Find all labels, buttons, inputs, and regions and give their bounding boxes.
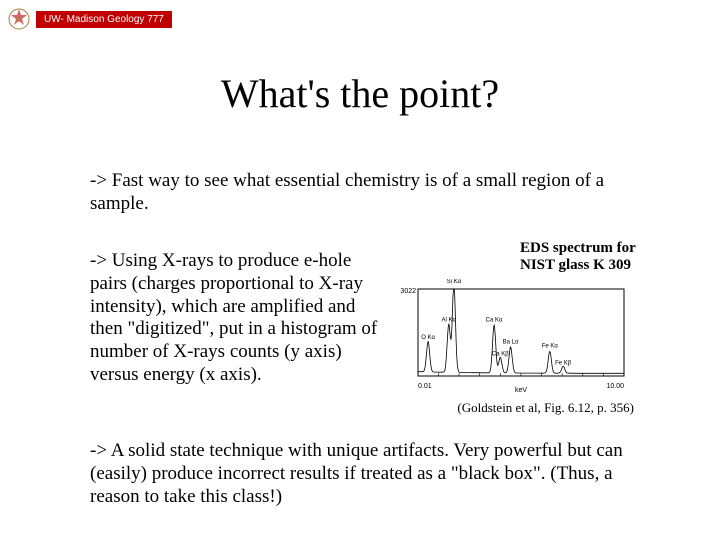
header-badge-text: UW- Madison Geology 777 [36,11,172,28]
header-badge: UW- Madison Geology 777 [6,6,172,32]
svg-text:Fe Kβ: Fe Kβ [555,360,572,366]
svg-text:Si Kα: Si Kα [447,279,462,285]
svg-text:Ca Kα: Ca Kα [486,317,503,323]
bullet-3: -> A solid state technique with unique a… [90,440,650,508]
figure-caption: EDS spectrum for NIST glass K 309 [400,240,640,275]
svg-text:10.00: 10.00 [606,383,624,390]
page-title: What's the point? [0,70,720,117]
bullet-1: -> Fast way to see what essential chemis… [90,170,650,216]
svg-text:0.01: 0.01 [418,383,432,390]
figure-credit: (Goldstein et al, Fig. 6.12, p. 356) [400,400,640,416]
svg-text:Ba Lα: Ba Lα [503,339,519,345]
svg-text:O Kα: O Kα [421,334,435,340]
slide: UW- Madison Geology 777 What's the point… [0,0,720,540]
bullet-2: -> Using X-rays to produce e-hole pairs … [90,250,390,387]
svg-text:Fe Kα: Fe Kα [542,343,559,349]
eds-spectrum-chart: O Kα Al Kα Si Kα Ca Kα Ca Kβ Ba Lα Fe Kα Fe Kβ 3… [400,279,630,394]
svg-text:3022: 3022 [400,288,416,295]
eds-figure: EDS spectrum for NIST glass K 309 O Kα Al… [400,240,640,416]
svg-text:keV: keV [515,387,527,394]
crest-icon [6,6,32,32]
svg-text:Ca Kβ: Ca Kβ [492,351,509,357]
svg-text:Al Kα: Al Kα [441,317,456,323]
